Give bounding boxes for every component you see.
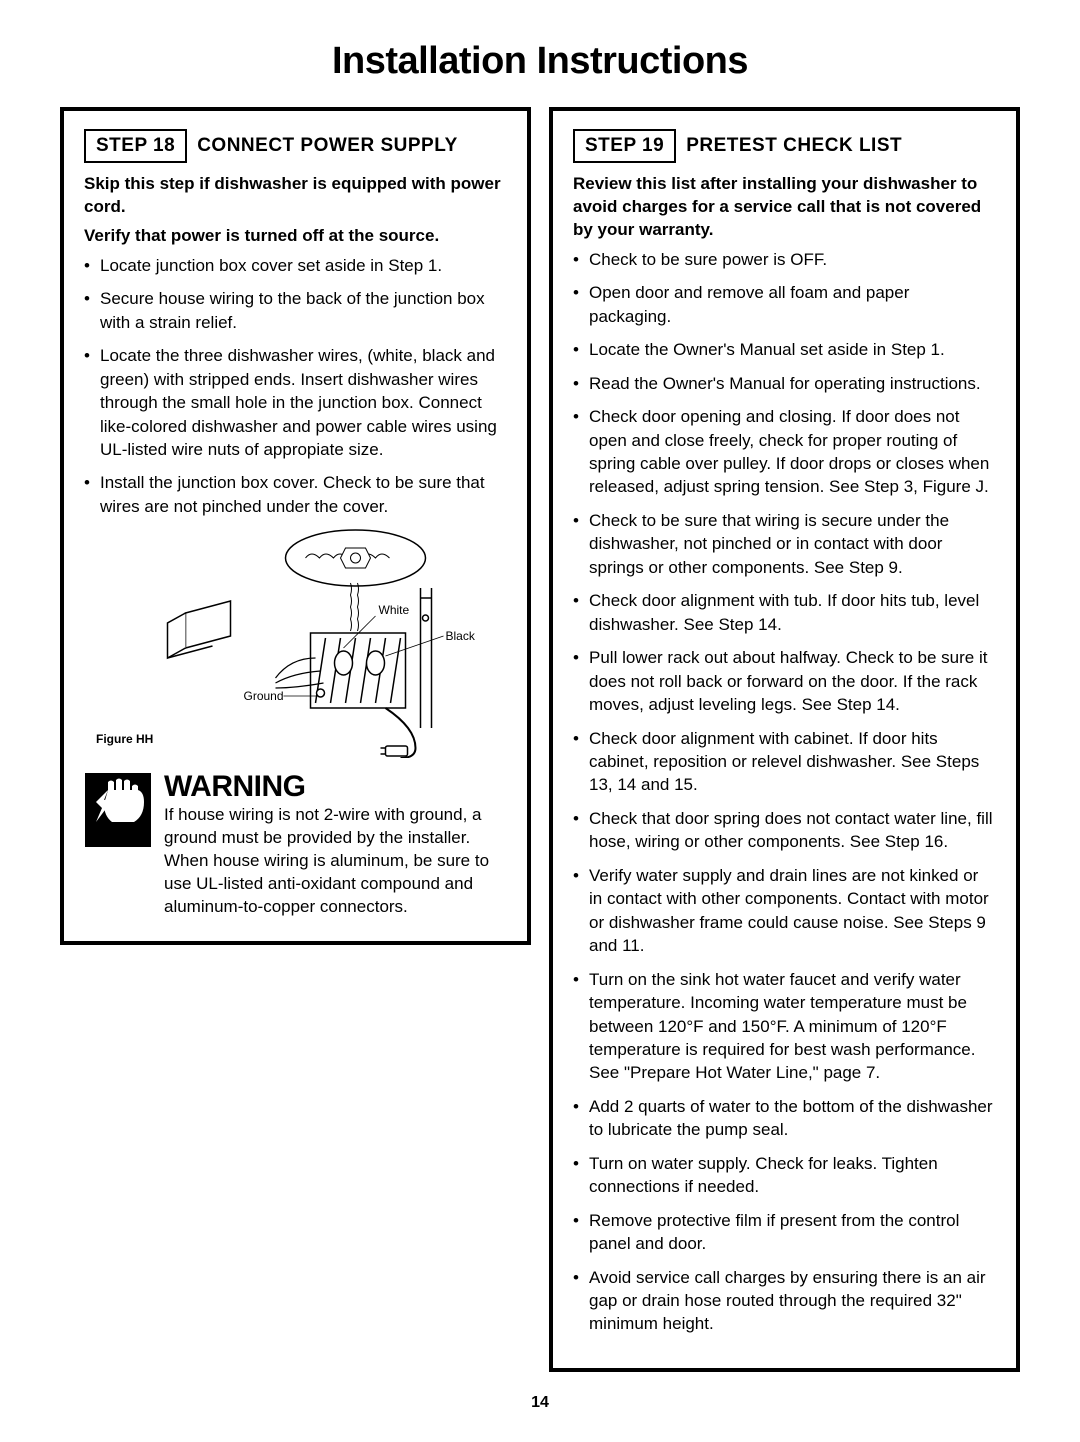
step-18-title: CONNECT POWER SUPPLY (197, 135, 458, 157)
list-item: Open door and remove all foam and paper … (573, 281, 996, 328)
list-item: Install the junction box cover. Check to… (84, 471, 507, 518)
list-item: Locate the three dishwasher wires, (whit… (84, 344, 507, 461)
list-item: Verify water supply and drain lines are … (573, 864, 996, 958)
warning-block: WARNING If house wiring is not 2-wire wi… (84, 772, 507, 919)
junction-box-diagram: White Black Ground (84, 528, 507, 758)
wire-label-ground: Ground (244, 689, 284, 703)
step-18-intro-2: Verify that power is turned off at the s… (84, 225, 507, 248)
step-19-panel: STEP 19 PRETEST CHECK LIST Review this l… (549, 107, 1020, 1372)
wire-label-white: White (379, 603, 410, 617)
list-item: Turn on water supply. Check for leaks. T… (573, 1152, 996, 1199)
list-item: Avoid service call charges by ensuring t… (573, 1266, 996, 1336)
page-title: Installation Instructions (60, 40, 1020, 83)
list-item: Pull lower rack out about halfway. Check… (573, 646, 996, 716)
step-19-title: PRETEST CHECK LIST (686, 135, 902, 157)
list-item: Remove protective film if present from t… (573, 1209, 996, 1256)
list-item: Check to be sure power is OFF. (573, 248, 996, 271)
step-19-label: STEP 19 (573, 129, 676, 163)
figure-caption: Figure HH (96, 732, 153, 746)
wire-label-black: Black (446, 629, 476, 643)
step-18-label: STEP 18 (84, 129, 187, 163)
electric-shock-hand-icon (84, 772, 152, 848)
step-19-bullets: Check to be sure power is OFF. Open door… (573, 248, 996, 1336)
step-18-bullets: Locate junction box cover set aside in S… (84, 254, 507, 519)
list-item: Check door opening and closing. If door … (573, 405, 996, 499)
list-item: Locate junction box cover set aside in S… (84, 254, 507, 277)
list-item: Read the Owner's Manual for operating in… (573, 372, 996, 395)
list-item: Check door alignment with cabinet. If do… (573, 727, 996, 797)
list-item: Check that door spring does not contact … (573, 807, 996, 854)
warning-body: If house wiring is not 2-wire with groun… (164, 804, 507, 919)
list-item: Check door alignment with tub. If door h… (573, 589, 996, 636)
step-18-panel: STEP 18 CONNECT POWER SUPPLY Skip this s… (60, 107, 531, 945)
warning-heading: WARNING (164, 772, 507, 802)
content-columns: STEP 18 CONNECT POWER SUPPLY Skip this s… (60, 107, 1020, 1372)
list-item: Locate the Owner's Manual set aside in S… (573, 338, 996, 361)
list-item: Check to be sure that wiring is secure u… (573, 509, 996, 579)
list-item: Secure house wiring to the back of the j… (84, 287, 507, 334)
step-19-intro: Review this list after installing your d… (573, 173, 996, 242)
list-item: Add 2 quarts of water to the bottom of t… (573, 1095, 996, 1142)
figure-hh: White Black Ground Figure HH (84, 528, 507, 758)
step-18-intro-1: Skip this step if dishwasher is equipped… (84, 173, 507, 219)
list-item: Turn on the sink hot water faucet and ve… (573, 968, 996, 1085)
